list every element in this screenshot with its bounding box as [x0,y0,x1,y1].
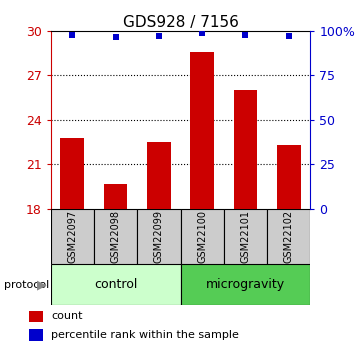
Bar [234,90,257,209]
Text: control: control [94,278,137,291]
Text: microgravity: microgravity [206,278,285,291]
Bar [29,329,43,341]
Text: count: count [51,312,83,321]
Text: GSM22101: GSM22101 [240,210,251,263]
Title: GDS928 / 7156: GDS928 / 7156 [123,15,238,30]
FancyBboxPatch shape [224,209,267,264]
FancyBboxPatch shape [137,209,180,264]
Text: GSM22097: GSM22097 [67,210,77,263]
Text: protocol: protocol [4,280,49,289]
Bar [147,142,171,209]
FancyBboxPatch shape [94,209,137,264]
Text: GSM22100: GSM22100 [197,210,207,263]
Bar [29,311,43,322]
Text: GSM22099: GSM22099 [154,210,164,263]
FancyBboxPatch shape [180,209,224,264]
Text: GSM22102: GSM22102 [284,210,294,263]
Text: percentile rank within the sample: percentile rank within the sample [51,330,239,340]
Bar [60,138,84,209]
Text: ▶: ▶ [37,278,46,291]
FancyBboxPatch shape [51,264,180,305]
Bar [277,145,301,209]
FancyBboxPatch shape [180,264,310,305]
Bar [190,52,214,209]
FancyBboxPatch shape [51,209,94,264]
Text: GSM22098: GSM22098 [110,210,121,263]
FancyBboxPatch shape [267,209,310,264]
Bar [104,184,127,209]
